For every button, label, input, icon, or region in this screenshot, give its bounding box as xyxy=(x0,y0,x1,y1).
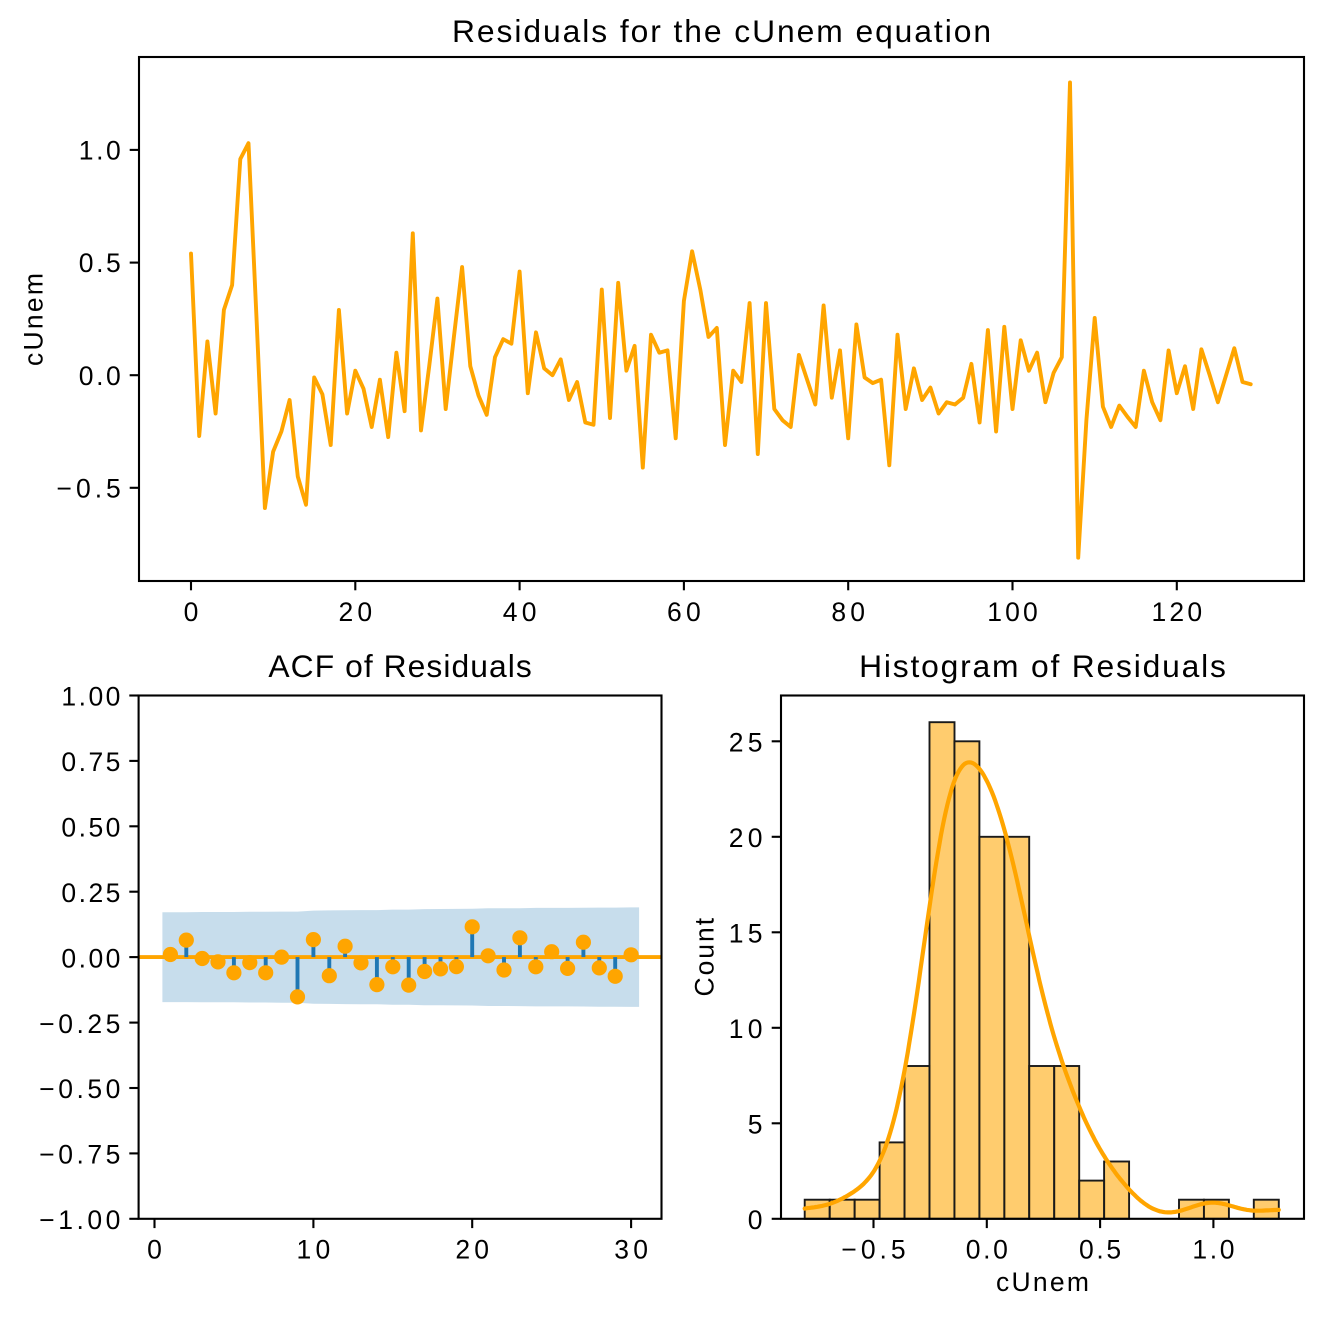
svg-text:0: 0 xyxy=(748,1205,763,1235)
svg-text:cUnem: cUnem xyxy=(996,1267,1089,1297)
svg-text:0.5: 0.5 xyxy=(79,248,121,278)
svg-text:−0.75: −0.75 xyxy=(39,1140,120,1170)
svg-text:−1.00: −1.00 xyxy=(39,1205,120,1235)
svg-text:−0.5: −0.5 xyxy=(57,473,121,503)
svg-text:0.5: 0.5 xyxy=(1079,1235,1121,1265)
svg-text:0.0: 0.0 xyxy=(79,361,121,391)
svg-text:0.25: 0.25 xyxy=(61,878,120,908)
svg-text:0.0: 0.0 xyxy=(966,1235,1008,1265)
svg-text:0.50: 0.50 xyxy=(61,813,120,843)
svg-text:100: 100 xyxy=(987,597,1038,627)
svg-text:−0.50: −0.50 xyxy=(39,1074,120,1104)
svg-text:ACF of Residuals: ACF of Residuals xyxy=(268,648,531,684)
svg-text:1.0: 1.0 xyxy=(79,136,121,166)
svg-text:cUnem: cUnem xyxy=(19,273,49,366)
svg-text:0.75: 0.75 xyxy=(61,747,120,777)
svg-text:−0.25: −0.25 xyxy=(39,1009,120,1039)
svg-text:1.00: 1.00 xyxy=(61,682,120,712)
svg-text:Count: Count xyxy=(690,917,720,996)
svg-text:0: 0 xyxy=(184,597,199,627)
svg-text:0: 0 xyxy=(147,1235,162,1265)
svg-text:5: 5 xyxy=(748,1110,763,1140)
svg-text:120: 120 xyxy=(1152,597,1203,627)
svg-text:1.0: 1.0 xyxy=(1192,1235,1234,1265)
svg-text:0.00: 0.00 xyxy=(61,943,120,973)
svg-text:−0.5: −0.5 xyxy=(841,1235,905,1265)
svg-text:Residuals for the cUnem equati: Residuals for the cUnem equation xyxy=(452,13,991,49)
svg-text:Histogram of Residuals: Histogram of Residuals xyxy=(859,648,1226,684)
